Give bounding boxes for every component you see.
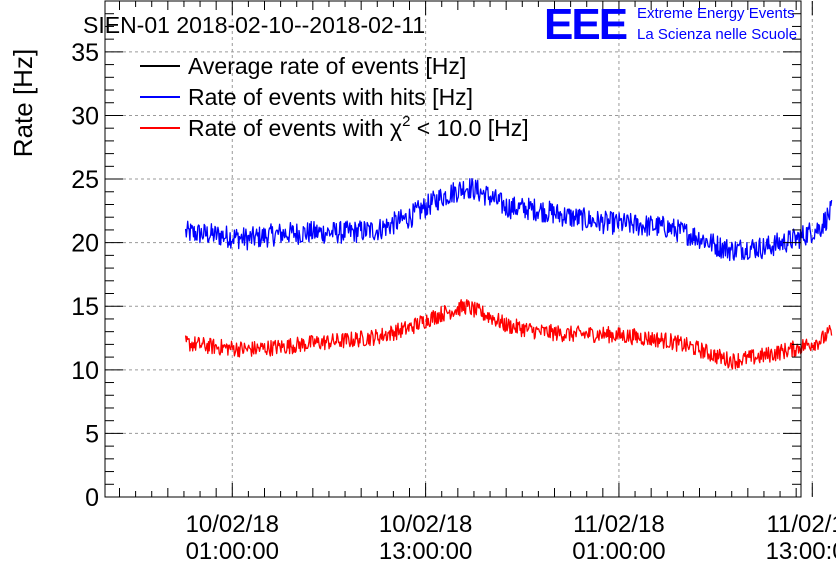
logo-line-1: Extreme Energy Events: [637, 5, 795, 22]
x-tick-label-date: 11/02/18: [766, 511, 836, 538]
legend-label-2: Rate of events with χ2 < 10.0 [Hz]: [188, 113, 529, 141]
logo: EEE Extreme Energy Events La Scienza nel…: [544, 0, 797, 49]
y-tick-label: 5: [85, 420, 99, 448]
axes: 0510152025303510/02/1801:00:0010/02/1813…: [71, 0, 836, 565]
plot-frame: [104, 0, 802, 498]
y-tick-label: 15: [71, 293, 99, 321]
x-tick-label-time: 01:00:00: [572, 538, 665, 565]
legend-label-0: Average rate of events [Hz]: [188, 53, 466, 79]
y-tick-label: 25: [71, 166, 99, 194]
legend: Average rate of events [Hz] Rate of event…: [140, 53, 529, 141]
x-tick-label-time: 01:00:00: [186, 538, 279, 565]
logo-line-2: La Scienza nelle Scuole: [637, 26, 797, 43]
x-tick-label-date: 10/02/18: [186, 511, 279, 538]
chart-title: SIEN-01 2018-02-10--2018-02-11: [83, 12, 425, 38]
y-tick-label: 0: [85, 484, 99, 512]
series-line-2: [184, 299, 833, 370]
x-tick-label-time: 13:00:00: [379, 538, 472, 565]
series-line-1: [184, 177, 833, 262]
x-tick-label-date: 11/02/18: [573, 511, 665, 538]
logo-mark: EEE: [544, 0, 627, 49]
legend-label-1: Rate of events with hits [Hz]: [188, 84, 473, 110]
x-tick-label-time: 13:00:00: [766, 538, 836, 565]
y-axis-label: Rate [Hz]: [8, 49, 38, 157]
series-layer: [184, 177, 833, 370]
y-tick-label: 10: [71, 357, 99, 385]
y-tick-label: 30: [71, 102, 99, 130]
y-tick-label: 20: [71, 230, 99, 258]
x-tick-label-date: 10/02/18: [379, 511, 472, 538]
y-tick-label: 35: [71, 39, 99, 67]
